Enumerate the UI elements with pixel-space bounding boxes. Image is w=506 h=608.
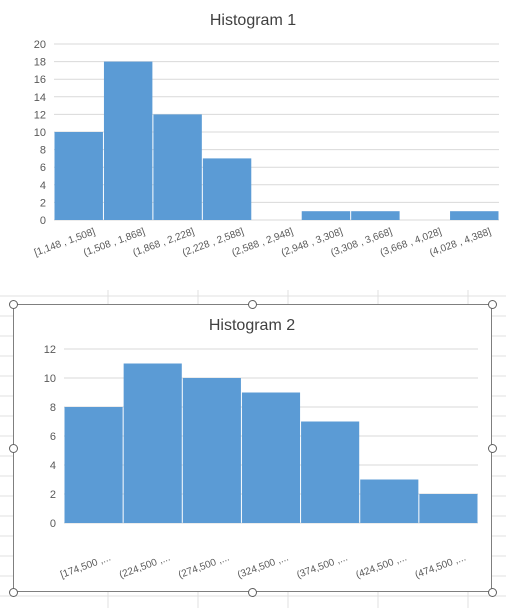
y-tick-label: 10 — [44, 373, 56, 385]
chart-title: Histogram 1 — [210, 12, 296, 29]
histogram-bar[interactable] — [153, 114, 202, 220]
histogram-2-chart-frame[interactable]: Histogram 2 0 2 4 6 8 10 12 [174,500 ,... (224,… — [13, 304, 492, 592]
y-tick-label: 4 — [50, 460, 56, 472]
chart-title: Histogram 2 — [209, 317, 295, 334]
y-tick-label: 18 — [34, 57, 46, 69]
histogram-bar[interactable] — [64, 407, 123, 523]
x-tick-label: [174,500 ,... — [59, 552, 112, 580]
histogram-bar[interactable] — [419, 494, 478, 523]
resize-handle-bottom-center[interactable] — [248, 588, 257, 597]
resize-handle-top-center[interactable] — [248, 300, 257, 309]
resize-handle-top-right[interactable] — [488, 300, 497, 309]
resize-handle-bottom-right[interactable] — [488, 588, 497, 597]
y-tick-label: 4 — [40, 180, 46, 192]
y-tick-label: 14 — [34, 92, 46, 104]
x-tick-label: (324,500 ,... — [236, 552, 290, 581]
x-tick-label: (374,500 ,... — [295, 552, 349, 581]
x-tick-label: (224,500 ,... — [118, 552, 172, 581]
histogram-bar[interactable] — [301, 421, 360, 524]
x-tick-label: (474,500 ,... — [414, 552, 468, 581]
histogram-2-chart[interactable]: Histogram 2 0 2 4 6 8 10 12 [174,500 ,... (224,… — [14, 305, 491, 591]
histogram-bar[interactable] — [301, 211, 351, 220]
x-tick-label: (424,500 ,... — [354, 552, 408, 581]
y-tick-label: 0 — [40, 215, 46, 227]
y-tick-label: 20 — [34, 39, 46, 51]
resize-handle-middle-right[interactable] — [488, 444, 497, 453]
resize-handle-top-left[interactable] — [9, 300, 18, 309]
y-tick-label: 6 — [50, 431, 56, 443]
histogram-bar[interactable] — [54, 132, 103, 220]
y-tick-label: 2 — [50, 489, 56, 501]
y-tick-label: 6 — [40, 162, 46, 174]
histogram-bar[interactable] — [351, 211, 400, 220]
histogram-bar[interactable] — [450, 211, 499, 220]
y-tick-label: 12 — [44, 344, 56, 356]
histogram-bar[interactable] — [360, 479, 419, 524]
y-tick-label: 10 — [34, 127, 46, 139]
histogram-bar[interactable] — [123, 363, 182, 524]
y-tick-label: 0 — [50, 518, 56, 530]
histogram-bar[interactable] — [202, 158, 252, 220]
y-tick-label: 2 — [40, 197, 46, 209]
histogram-bar[interactable] — [241, 392, 301, 524]
resize-handle-bottom-left[interactable] — [9, 588, 18, 597]
y-tick-label: 8 — [50, 402, 56, 414]
y-tick-label: 12 — [34, 109, 46, 121]
histogram-bar[interactable] — [182, 378, 241, 523]
resize-handle-middle-left[interactable] — [9, 444, 18, 453]
y-tick-label: 8 — [40, 145, 46, 157]
y-tick-label: 16 — [34, 74, 46, 86]
x-tick-label: (274,500 ,... — [177, 552, 231, 581]
histogram-bar[interactable] — [103, 61, 153, 220]
